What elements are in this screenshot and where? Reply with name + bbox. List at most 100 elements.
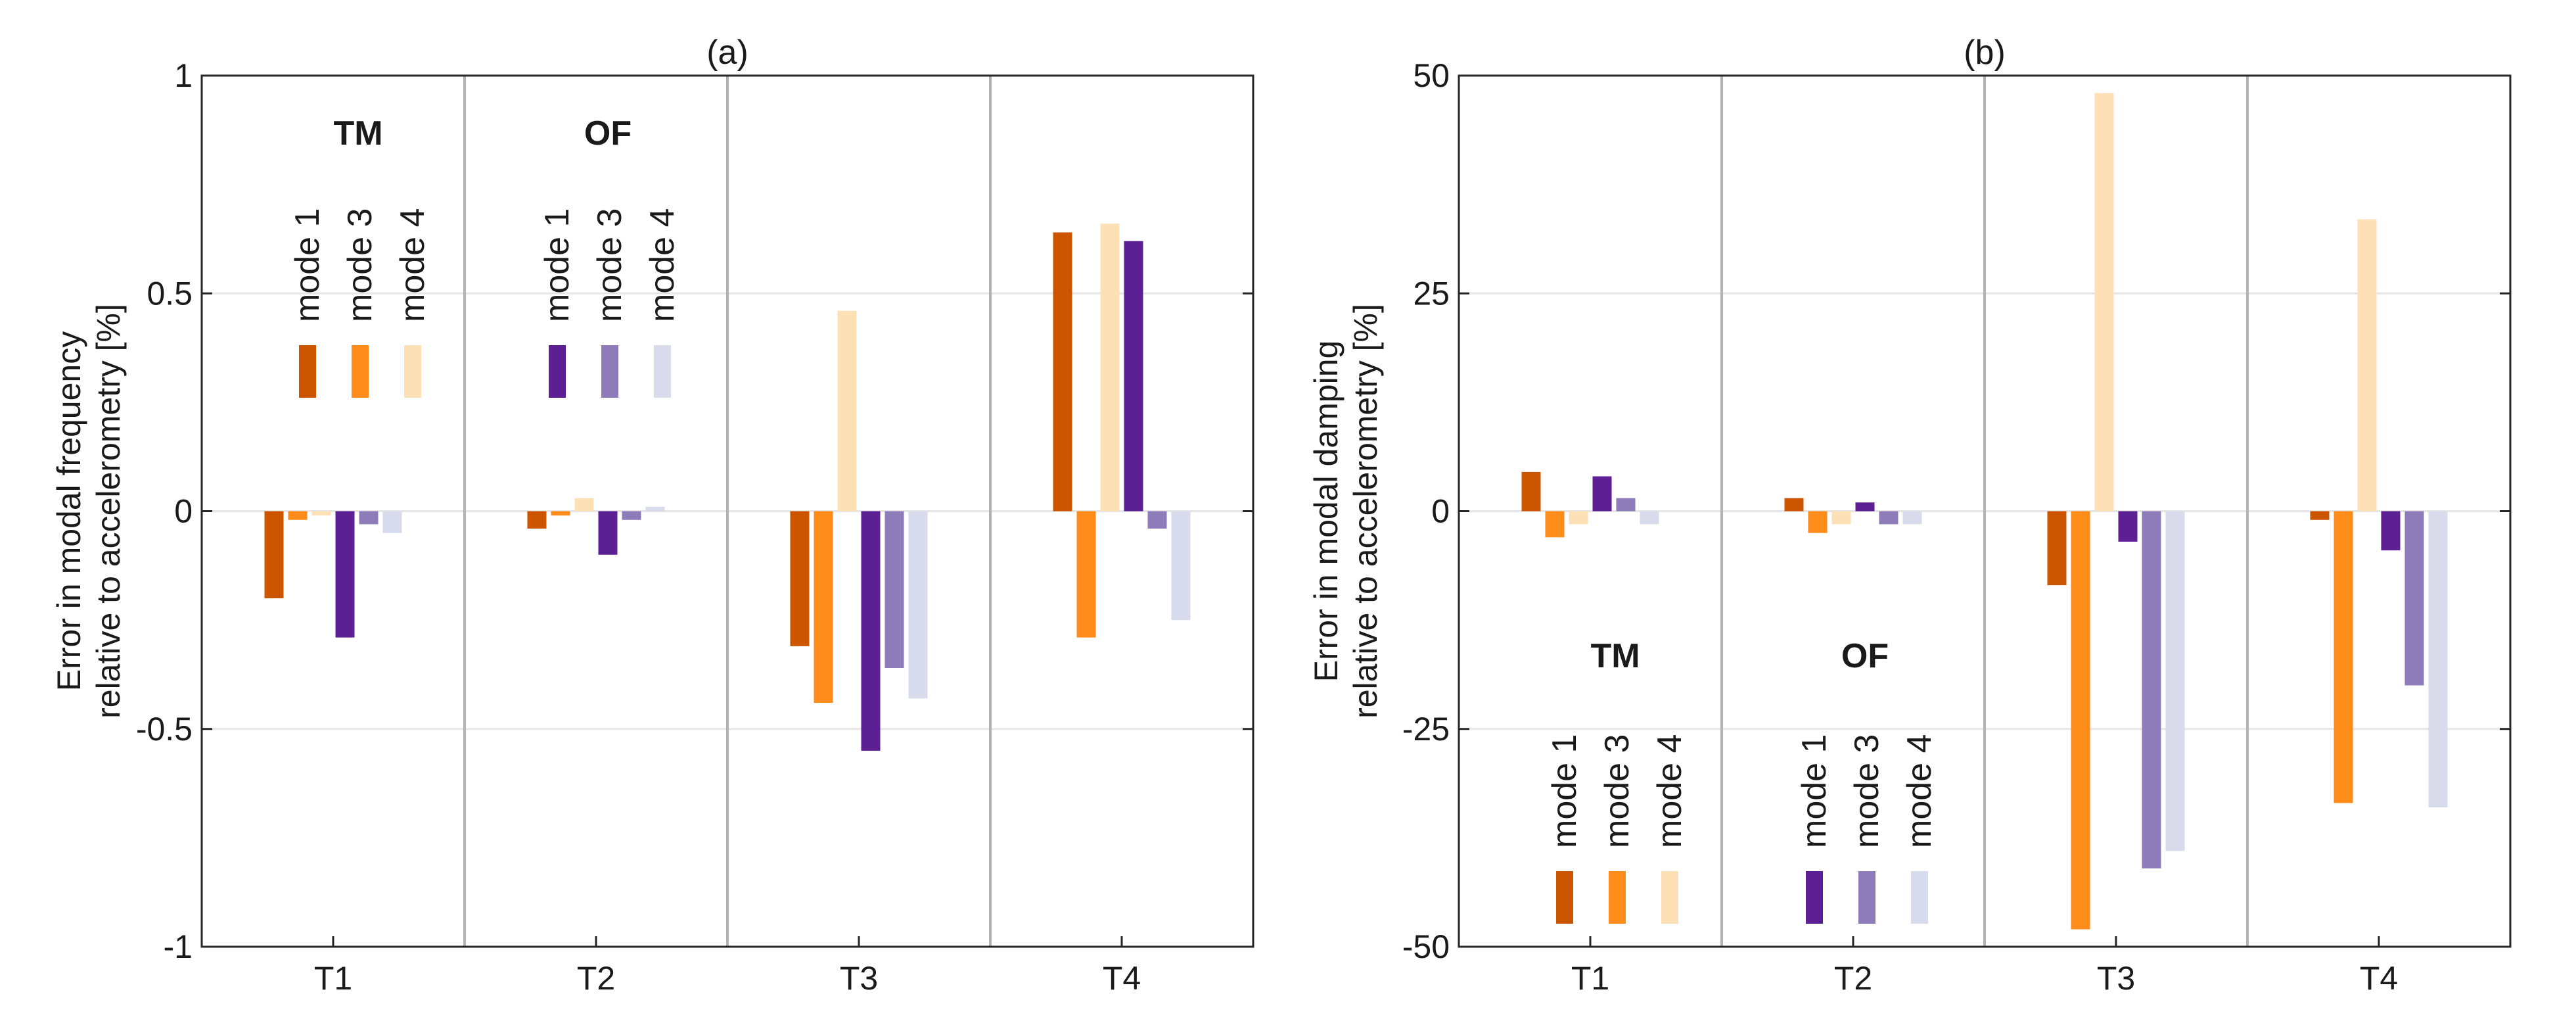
legend-item-label: mode 4 <box>1651 734 1689 848</box>
legend-swatch <box>352 345 369 398</box>
legend-item-label: mode 4 <box>1900 734 1939 848</box>
bar-tm-mode-1-t4 <box>2310 511 2330 520</box>
y-tick-label: 1 <box>174 57 193 94</box>
y-tick-label: 0 <box>1431 493 1450 530</box>
x-tick-label-t1: T1 <box>314 960 352 997</box>
y-axis-label: relative to accelerometry [%] <box>1347 304 1384 719</box>
bar-of-mode-1-t3 <box>2118 511 2138 542</box>
bar-of-mode-3-t4 <box>1147 511 1167 529</box>
bar-of-mode-4-t4 <box>1171 511 1191 621</box>
y-tick-label: -0.5 <box>136 711 193 748</box>
x-tick-label-t3: T3 <box>2097 960 2135 997</box>
chart-title: (b) <box>1964 34 2006 72</box>
y-tick-label: 25 <box>1413 275 1450 312</box>
bar-of-mode-4-t4 <box>2428 511 2448 807</box>
legend-group-title-tm: TM <box>1590 637 1640 675</box>
bar-tm-mode-1-t1 <box>264 511 284 598</box>
bar-tm-mode-4-t2 <box>1831 511 1851 525</box>
legend-item-label: mode 1 <box>538 208 576 322</box>
bar-of-mode-4-t2 <box>645 506 665 512</box>
bar-of-mode-4-t1 <box>1640 511 1659 525</box>
bar-of-mode-1-t3 <box>861 511 881 751</box>
bar-tm-mode-4-t1 <box>311 511 331 516</box>
legend-swatch <box>1858 871 1875 924</box>
y-axis-label: Error in modal damping <box>1308 341 1345 682</box>
x-tick-label-t2: T2 <box>1834 960 1872 997</box>
bar-tm-mode-3-t1 <box>1545 511 1565 538</box>
chart-panel-2: -50 -25 0 25 50 T1 T2 T3 T4 (b) Error in modal dam… <box>1308 34 2512 997</box>
bar-tm-mode-1-t3 <box>2047 511 2067 586</box>
legend-swatch <box>1911 871 1928 924</box>
legend-swatch <box>404 345 421 398</box>
bar-tm-mode-3-t4 <box>1076 511 1096 638</box>
bar-tm-mode-1-t2 <box>1784 498 1804 512</box>
legend-item-label: mode 1 <box>288 208 327 322</box>
bar-of-mode-3-t1 <box>359 511 379 525</box>
legend-item-label: mode 3 <box>1848 734 1886 848</box>
x-tick-label-t1: T1 <box>1571 960 1609 997</box>
bar-of-mode-1-t2 <box>1855 502 1875 512</box>
bar-of-mode-4-t3 <box>2165 511 2185 851</box>
legend: TM mode 1 mode 3 mode 4 OF mode 1 mode 3 mode 4 <box>1546 637 1939 924</box>
bar-tm-mode-4-t3 <box>837 310 857 512</box>
bar-tm-mode-3-t4 <box>2334 511 2353 803</box>
y-tick-label: -25 <box>1402 711 1450 748</box>
bar-tm-mode-1-t3 <box>790 511 810 646</box>
bar-tm-mode-4-t1 <box>1569 511 1588 525</box>
legend-swatch <box>1806 871 1823 924</box>
bar-tm-mode-1-t1 <box>1521 471 1541 512</box>
legend-swatch <box>1609 871 1626 924</box>
x-tick-label-t4: T4 <box>1103 960 1141 997</box>
bar-of-mode-1-t1 <box>335 511 355 638</box>
bar-of-mode-4-t1 <box>382 511 402 533</box>
legend-item-label: mode 1 <box>1546 734 1584 848</box>
bar-of-mode-3-t2 <box>622 511 641 520</box>
y-tick-label: 0.5 <box>147 275 193 312</box>
legend-group-title-tm: TM <box>333 114 382 153</box>
bar-tm-mode-4-t4 <box>1100 224 1120 512</box>
y-tick-label: 0 <box>174 493 193 530</box>
bar-of-mode-4-t3 <box>908 511 928 699</box>
chart-panel-1: -1 -0.5 0 0.5 1 T1 T2 T3 T4 (a) Error in modal fre… <box>51 34 1254 997</box>
legend-group-title-of: OF <box>584 114 632 153</box>
y-tick-label: 50 <box>1413 57 1450 94</box>
bar-of-mode-3-t1 <box>1616 498 1636 512</box>
legend-swatch <box>299 345 316 398</box>
bar-tm-mode-3-t3 <box>814 511 833 703</box>
bar-tm-mode-4-t3 <box>2094 93 2114 512</box>
y-axis-label: Error in modal frequency <box>51 331 87 691</box>
bar-tm-mode-3-t2 <box>551 511 570 516</box>
x-tick-label-t4: T4 <box>2360 960 2398 997</box>
x-tick-label-t2: T2 <box>577 960 615 997</box>
bar-tm-mode-1-t4 <box>1053 232 1072 512</box>
bar-of-mode-4-t2 <box>1902 511 1922 525</box>
bar-of-mode-3-t2 <box>1879 511 1898 525</box>
legend-swatch <box>601 345 618 398</box>
bar-of-mode-3-t3 <box>885 511 904 668</box>
legend: TM mode 1 mode 3 mode 4 OF mode 1 mode 3 mode 4 <box>288 114 681 398</box>
legend-item-label: mode 3 <box>1598 734 1636 848</box>
y-axis-label: relative to accelerometry [%] <box>90 304 127 719</box>
legend-swatch <box>1661 871 1678 924</box>
y-tick-label: -1 <box>164 928 193 965</box>
bar-of-mode-1-t1 <box>1592 476 1612 512</box>
bar-tm-mode-4-t2 <box>574 498 594 512</box>
chart-title: (a) <box>706 34 748 72</box>
legend-group-title-of: OF <box>1841 637 1889 675</box>
legend-swatch <box>1556 871 1573 924</box>
bar-tm-mode-3-t2 <box>1808 511 1828 533</box>
legend-item-label: mode 3 <box>341 208 379 322</box>
bar-of-mode-1-t2 <box>598 511 618 555</box>
bar-tm-mode-4-t4 <box>2357 219 2377 512</box>
bar-of-mode-1-t4 <box>2381 511 2401 551</box>
legend-item-label: mode 1 <box>1795 734 1833 848</box>
legend-item-label: mode 3 <box>591 208 629 322</box>
bar-tm-mode-1-t2 <box>527 511 547 529</box>
legend-item-label: mode 4 <box>394 208 432 322</box>
y-tick-label: -50 <box>1402 928 1450 965</box>
legend-swatch <box>549 345 566 398</box>
bar-tm-mode-3-t3 <box>2071 511 2090 930</box>
legend-item-label: mode 4 <box>643 208 681 322</box>
bar-of-mode-1-t4 <box>1124 241 1143 512</box>
